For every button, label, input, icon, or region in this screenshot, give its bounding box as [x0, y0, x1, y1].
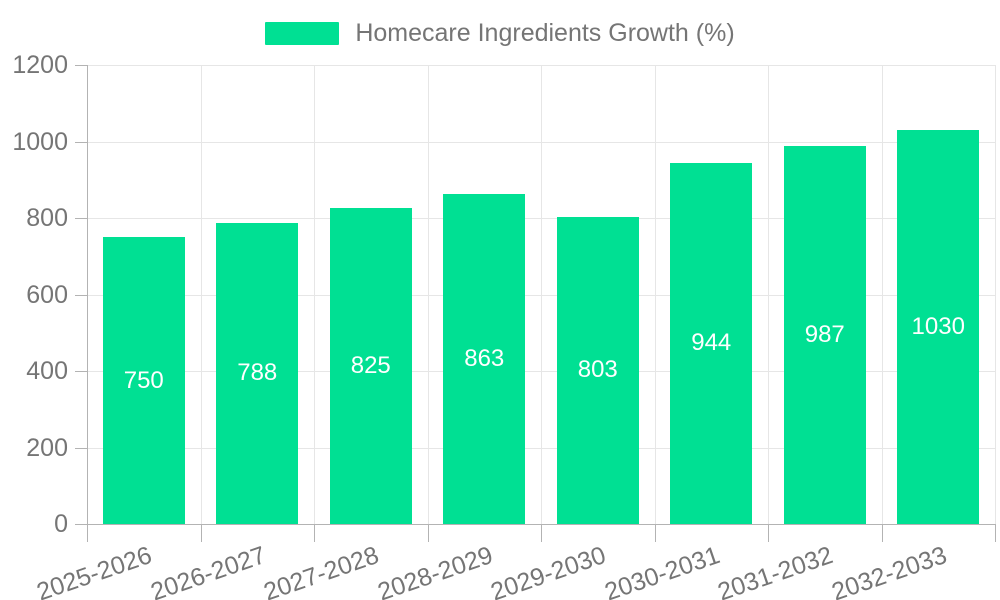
- x-tick-label: 2032-2033: [827, 541, 951, 600]
- legend-swatch-icon: [265, 22, 340, 45]
- bar-value-label: 944: [691, 329, 732, 357]
- bar-value-label: 863: [464, 344, 505, 372]
- y-axis-tick: [75, 294, 87, 296]
- gridline-vertical: [541, 65, 542, 524]
- y-axis-tick: [75, 371, 87, 372]
- bar-value-label: 825: [350, 352, 391, 380]
- bar-value-label: 987: [804, 321, 845, 349]
- x-axis-tick: [768, 524, 769, 542]
- y-axis-tick: [75, 141, 87, 143]
- y-axis-tick: [75, 218, 87, 219]
- bar[interactable]: [443, 193, 526, 524]
- y-tick-label: 800: [26, 204, 68, 232]
- y-tick-label: 1200: [12, 51, 68, 79]
- x-tick-label: 2030-2031: [600, 541, 724, 600]
- y-tick-label: 400: [26, 357, 68, 385]
- bar[interactable]: [102, 237, 185, 524]
- x-tick-label: 2031-2032: [714, 541, 837, 600]
- gridline-vertical: [654, 65, 656, 524]
- gridline-vertical: [200, 65, 202, 524]
- y-tick-label: 0: [54, 510, 68, 538]
- bar[interactable]: [670, 162, 753, 524]
- bar[interactable]: [329, 208, 412, 524]
- gridline-vertical: [995, 65, 996, 524]
- gridline-vertical: [768, 65, 769, 524]
- x-tick-label: 2027-2028: [260, 541, 383, 600]
- bar-value-label: 788: [237, 359, 278, 387]
- x-tick-label: 2026-2027: [146, 541, 270, 600]
- bar-value-label: 750: [123, 366, 164, 394]
- bar[interactable]: [216, 222, 299, 524]
- gridline-vertical: [881, 65, 883, 524]
- y-axis-tick: [75, 447, 87, 449]
- x-axis-tick: [87, 524, 88, 542]
- y-axis-line: [87, 65, 88, 524]
- x-tick-label: 2029-2030: [487, 541, 610, 600]
- x-axis-tick: [995, 524, 996, 542]
- x-axis-tick: [541, 524, 542, 542]
- y-axis-tick: [75, 65, 87, 66]
- legend: Homecare Ingredients Growth (%): [0, 21, 1000, 46]
- y-tick-label: 200: [26, 433, 68, 462]
- x-axis-tick: [654, 524, 656, 542]
- bar-value-label: 1030: [911, 313, 965, 340]
- x-axis-tick: [881, 524, 883, 542]
- x-tick-label: 2028-2029: [373, 541, 497, 600]
- x-axis-tick: [314, 524, 315, 542]
- legend-label: Homecare Ingredients Growth (%): [355, 19, 735, 47]
- x-axis-tick: [200, 524, 202, 542]
- bar-value-label: 803: [577, 356, 618, 384]
- gridline-vertical: [314, 65, 315, 524]
- bar[interactable]: [556, 216, 639, 524]
- gridline-vertical: [427, 65, 429, 524]
- bar[interactable]: [897, 130, 980, 524]
- x-tick-label: 2025-2026: [33, 541, 156, 600]
- bar[interactable]: [783, 146, 866, 524]
- y-tick-label: 600: [26, 280, 68, 309]
- y-tick-label: 1000: [12, 127, 68, 156]
- legend-item[interactable]: Homecare Ingredients Growth (%): [265, 19, 735, 47]
- y-axis-tick: [75, 524, 87, 525]
- x-axis-tick: [427, 524, 429, 542]
